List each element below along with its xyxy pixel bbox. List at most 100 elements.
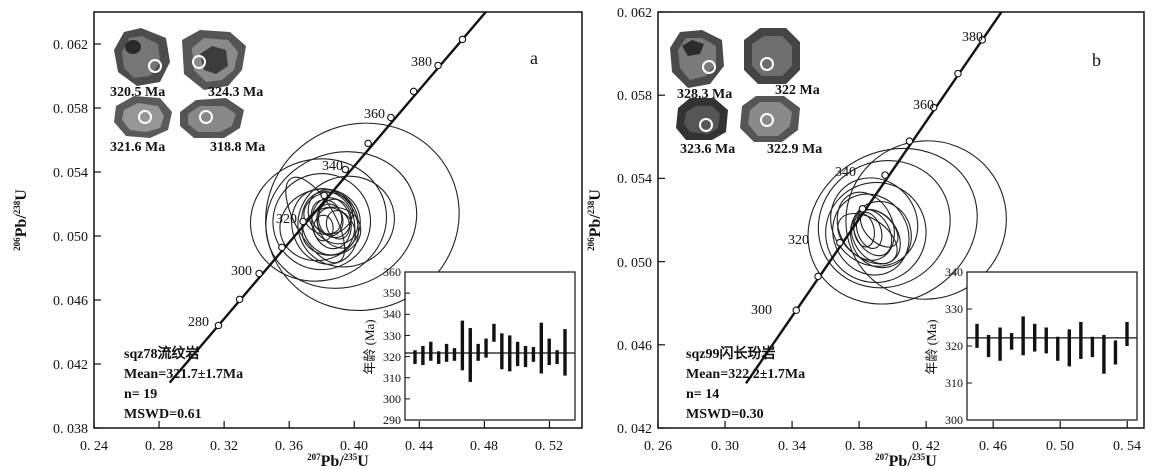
y-tick-label: 0. 046 xyxy=(617,339,652,354)
panel-b-letter: b xyxy=(1092,50,1101,70)
panel-b-axis-ticks xyxy=(657,11,1128,429)
concordia-age-marker xyxy=(458,35,467,44)
concordia-age-marker xyxy=(364,139,372,148)
mean-age-label: Mean=322.2±1.7Ma xyxy=(686,367,805,382)
concordia-age-label: 360 xyxy=(913,98,934,113)
panel-a-annotation: sqz78流纹岩 Mean=321.7±1.7Ma n= 19 MSWD=0.6… xyxy=(124,345,243,422)
panel-a-axis-ticks xyxy=(93,43,551,429)
x-tick-label: 0. 48 xyxy=(470,439,498,454)
concordia-age-marker xyxy=(278,243,286,252)
panel-a-zircon-age-labels: 320.5 Ma 324.3 Ma 321.6 Ma 318.8 Ma xyxy=(110,85,265,155)
concordia-age-label: 360 xyxy=(364,107,385,122)
zircon-age-label: 322 Ma xyxy=(775,83,820,98)
error-ellipse xyxy=(837,212,898,265)
sample-label: sqz78流纹岩 xyxy=(124,345,199,362)
inset-y-tick-label: 330 xyxy=(945,302,963,316)
inset-y-tick-labels: 290 300 310 320 330 340 350 360 xyxy=(383,265,401,427)
inset-age-bar xyxy=(975,323,979,348)
inset-y-axis-title: 年龄 (Ma) xyxy=(924,319,939,374)
inset-age-bar xyxy=(515,341,520,367)
concordia-age-label: 320 xyxy=(276,212,297,227)
zircon-age-label: 322.9 Ma xyxy=(767,142,822,157)
error-ellipse xyxy=(807,147,978,305)
error-ellipse xyxy=(845,140,1007,300)
inset-age-bar xyxy=(555,350,559,364)
inset-age-bar xyxy=(1113,340,1118,365)
concordia-age-marker xyxy=(814,272,822,281)
inset-age-bar xyxy=(563,329,567,376)
zircon-grain-image xyxy=(114,28,170,86)
error-ellipse xyxy=(313,214,334,242)
zircon-grain-image xyxy=(740,96,800,142)
y-tick-label: 0. 054 xyxy=(617,172,652,187)
zircon-grain-image xyxy=(182,30,246,90)
concordia-age-marker xyxy=(299,217,307,226)
x-tick-label: 0. 40 xyxy=(340,439,368,454)
y-tick-label: 0. 058 xyxy=(617,89,652,104)
x-tick-label: 0. 42 xyxy=(912,439,940,454)
panel-b-y-tick-labels: 0. 042 0. 046 0. 050 0. 054 0. 058 0. 06… xyxy=(617,6,652,437)
error-ellipse xyxy=(817,160,951,289)
inset-age-bar xyxy=(1125,321,1129,346)
panel-b-y-axis-title: 206Pb/238U xyxy=(586,189,604,251)
zircon-age-label: 318.8 Ma xyxy=(210,140,265,155)
inset-y-tick-label: 330 xyxy=(383,329,401,343)
error-ellipse xyxy=(301,206,362,256)
error-ellipse xyxy=(830,177,919,267)
inset-y-tick-labels: 300 310 320 330 340 xyxy=(945,265,963,427)
concordia-age-marker xyxy=(255,269,263,278)
error-ellipse xyxy=(317,198,352,239)
x-tick-label: 0. 24 xyxy=(80,439,108,454)
y-tick-label: 0. 062 xyxy=(53,38,88,53)
inset-y-tick-label: 300 xyxy=(945,413,963,427)
concordia-age-marker xyxy=(214,321,223,330)
inset-y-tick-label: 340 xyxy=(945,265,963,279)
zircon-age-label: 323.6 Ma xyxy=(680,142,735,157)
x-tick-label: 0. 46 xyxy=(979,439,1007,454)
inset-age-bar xyxy=(460,320,465,371)
panel-b-error-ellipses xyxy=(807,140,1007,305)
panel-a-concordia-markers xyxy=(214,35,467,330)
n-label: n= 19 xyxy=(124,387,157,402)
concordia-age-marker xyxy=(320,191,328,200)
inset-y-tick-label: 320 xyxy=(945,339,963,353)
y-tick-label: 0. 038 xyxy=(53,422,88,437)
zircon-grain-image xyxy=(676,98,728,140)
inset-y-tick-label: 290 xyxy=(383,413,401,427)
panel-b-zircon-images xyxy=(670,28,800,142)
concordia-age-label: 300 xyxy=(231,264,252,279)
panel-b-concordia-age-labels: 300 320 340 360 380 xyxy=(751,30,983,318)
inset-age-bar xyxy=(500,333,504,370)
inset-y-tick-label: 340 xyxy=(383,307,401,321)
panel-b-annotation: sqz99闪长玢岩 Mean=322.2±1.7Ma n= 14 MSWD=0.… xyxy=(686,345,805,422)
panel-a: 0. 24 0. 28 0. 32 0. 36 0. 40 0. 44 0. 4… xyxy=(12,11,583,470)
x-tick-label: 0. 32 xyxy=(210,439,238,454)
concordia-age-marker xyxy=(792,306,801,315)
error-ellipse xyxy=(307,189,359,245)
inset-age-bar xyxy=(413,350,417,364)
inset-age-bar xyxy=(1032,323,1037,352)
concordia-age-marker xyxy=(387,113,395,122)
panel-a-concordia-curve xyxy=(168,12,488,384)
panel-a-y-axis-title: 206Pb/238U xyxy=(12,189,30,251)
panel-a-concordia-age-labels: 280 300 320 340 360 380 xyxy=(188,55,432,330)
n-label: n= 14 xyxy=(686,387,719,402)
panel-a-inset: 290 300 310 320 330 340 350 360 年龄 (Ma) xyxy=(362,265,576,427)
inset-age-bar xyxy=(547,338,551,366)
zircon-age-label: 321.6 Ma xyxy=(110,140,165,155)
x-tick-label: 0. 36 xyxy=(275,439,303,454)
inset-age-bar xyxy=(523,346,528,368)
inset-y-tick-label: 310 xyxy=(945,376,963,390)
panel-a-x-axis-title: 207Pb/235U xyxy=(307,452,369,470)
inset-age-bar xyxy=(1009,333,1014,350)
concordia-age-marker xyxy=(929,103,938,112)
zircon-grain-image xyxy=(744,28,800,84)
y-tick-label: 0. 050 xyxy=(53,230,88,245)
concordia-age-marker xyxy=(858,205,867,213)
x-tick-label: 0. 52 xyxy=(535,439,563,454)
inset-age-bars xyxy=(413,320,567,382)
inset-age-bar xyxy=(986,334,991,358)
zircon-age-label: 328.3 Ma xyxy=(677,87,732,102)
panel-a-y-tick-labels: 0. 038 0. 042 0. 046 0. 050 0. 054 0. 05… xyxy=(53,38,88,437)
